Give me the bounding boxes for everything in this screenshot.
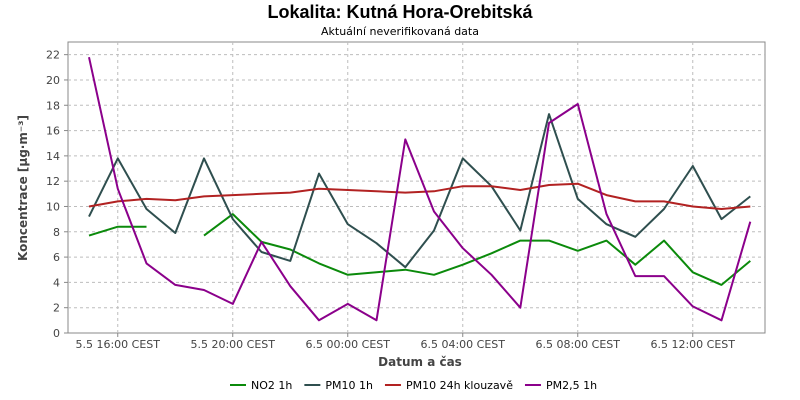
y-tick-label: 6 (53, 251, 60, 264)
x-tick-label: 6.5 08:00 CEST (535, 338, 620, 351)
y-tick-label: 10 (46, 200, 60, 213)
y-tick-label: 14 (46, 150, 60, 163)
x-axis-title: Datum a čas (378, 355, 462, 369)
y-tick-label: 4 (53, 276, 60, 289)
legend-label: PM10 1h (325, 379, 373, 392)
series-line-4 (88, 56, 752, 322)
y-tick-label: 20 (46, 74, 60, 87)
y-tick-label: 2 (53, 302, 60, 315)
x-axis-ticks: 5.5 16:00 CEST 5.5 20:00 CEST 6.5 00:00 CE… (75, 333, 735, 351)
plot-area (67, 41, 766, 334)
y-tick-label: 22 (46, 49, 60, 62)
x-tick-label: 6.5 00:00 CEST (305, 338, 390, 351)
y-axis-ticks: 0 2 4 6 8 10 12 14 16 18 20 22 (46, 49, 68, 340)
x-tick-label: 6.5 12:00 CEST (650, 338, 735, 351)
grid (68, 42, 765, 333)
x-tick-label: 5.5 20:00 CEST (190, 338, 275, 351)
series-line-3 (88, 182, 751, 210)
legend-label: NO2 1h (251, 379, 292, 392)
x-tick-label: 5.5 16:00 CEST (75, 338, 160, 351)
y-tick-label: 18 (46, 99, 60, 112)
x-tick-label: 6.5 04:00 CEST (420, 338, 505, 351)
y-tick-label: 8 (53, 226, 60, 239)
legend-label: PM10 24h klouzavě (406, 379, 513, 392)
y-tick-label: 16 (46, 125, 60, 138)
chart-subtitle: Aktuální neverifikovaná data (321, 25, 479, 38)
legend: NO2 1h PM10 1h PM10 24h klouzavě PM2,5 1h (230, 379, 597, 392)
series-line-1 (88, 213, 751, 286)
y-tick-label: 0 (53, 327, 60, 340)
series-line-2 (88, 113, 751, 269)
series-lines (88, 56, 752, 322)
chart-title: Lokalita: Kutná Hora-Orebitská (267, 2, 533, 22)
legend-label: PM2,5 1h (546, 379, 597, 392)
y-tick-label: 12 (46, 175, 60, 188)
y-axis-title: Koncentrace [µg·m⁻³] (16, 115, 30, 261)
